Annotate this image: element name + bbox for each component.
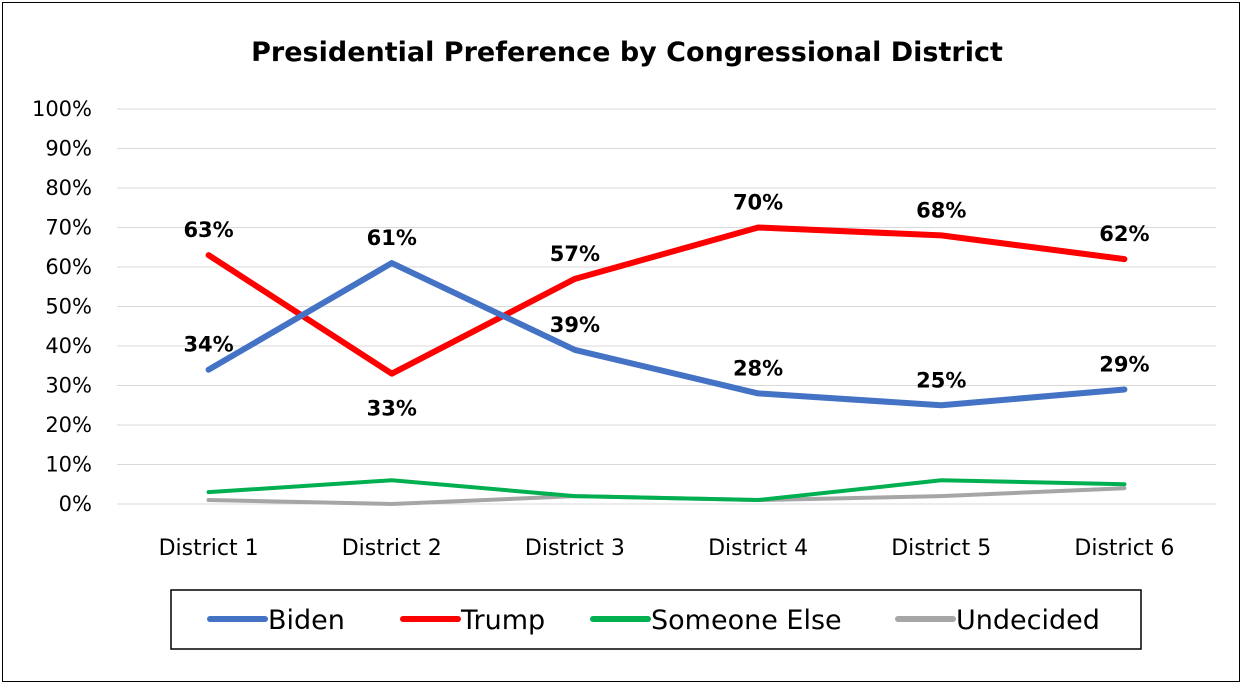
x-tick-label: District 4 [708, 536, 808, 561]
y-tick-label: 40% [45, 334, 92, 358]
legend-label: Undecided [956, 605, 1100, 636]
gridlines [117, 109, 1216, 504]
data-labels: 34% 61% 39% 28% 25% 29% 63% 33% 57% 70% 68% 62% [183, 191, 1149, 421]
data-label: 70% [733, 191, 783, 215]
data-label: 34% [183, 333, 233, 357]
x-tick-label: District 1 [159, 536, 259, 561]
y-tick-label: 90% [45, 137, 92, 161]
data-label: 29% [1099, 352, 1149, 376]
data-label: 63% [183, 218, 233, 242]
series-line-someone-else [209, 480, 1125, 500]
y-tick-label: 0% [59, 492, 92, 516]
data-label: 25% [916, 368, 966, 392]
x-tick-label: District 3 [525, 536, 625, 561]
series-lines [209, 228, 1125, 505]
y-tick-label: 60% [45, 255, 92, 279]
x-tick-label: District 6 [1074, 536, 1174, 561]
y-axis-ticks: 0% 10% 20% 30% 40% 50% 60% 70% 80% 90% 100% [32, 97, 92, 516]
data-label: 62% [1099, 222, 1149, 246]
legend: Biden Trump Someone Else Undecided [171, 590, 1141, 649]
chart-title: Presidential Preference by Congressional… [251, 37, 1003, 68]
y-tick-label: 80% [45, 176, 92, 200]
data-label: 68% [916, 198, 966, 222]
y-tick-label: 10% [45, 453, 92, 477]
x-tick-label: District 5 [891, 536, 991, 561]
y-tick-label: 50% [45, 295, 92, 319]
data-label: 39% [550, 313, 600, 337]
data-label: 57% [550, 242, 600, 266]
series-line-trump [209, 228, 1125, 374]
series-line-biden [209, 263, 1125, 405]
data-label: 33% [367, 397, 417, 421]
legend-label: Someone Else [651, 605, 842, 636]
x-axis-categories: District 1 District 2 District 3 District 4… [159, 536, 1175, 561]
x-tick-label: District 2 [342, 536, 442, 561]
legend-label: Trump [460, 605, 545, 636]
data-label: 61% [367, 226, 417, 250]
y-tick-label: 100% [32, 97, 92, 121]
data-label: 28% [733, 356, 783, 380]
y-tick-label: 20% [45, 413, 92, 437]
legend-label: Biden [268, 605, 345, 636]
y-tick-label: 70% [45, 216, 92, 240]
y-tick-label: 30% [45, 374, 92, 398]
